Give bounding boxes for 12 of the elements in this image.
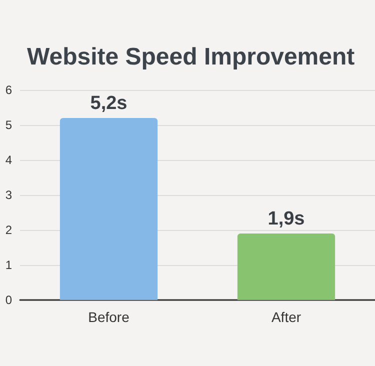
x-tick-label: After xyxy=(271,309,302,325)
data-label: 5,2s xyxy=(90,93,128,114)
y-tick-label: 5 xyxy=(5,118,12,132)
y-tick-label: 2 xyxy=(5,223,12,237)
y-tick-label: 3 xyxy=(5,188,12,202)
chart-title: Website Speed Improvement xyxy=(27,44,355,70)
y-tick-label: 1 xyxy=(5,258,12,272)
y-tick-label: 0 xyxy=(5,293,12,307)
y-tick-label: 6 xyxy=(5,83,12,97)
x-tick-label: Before xyxy=(88,309,130,325)
y-tick-label: 4 xyxy=(5,153,12,167)
data-label: 1,9s xyxy=(268,208,305,230)
